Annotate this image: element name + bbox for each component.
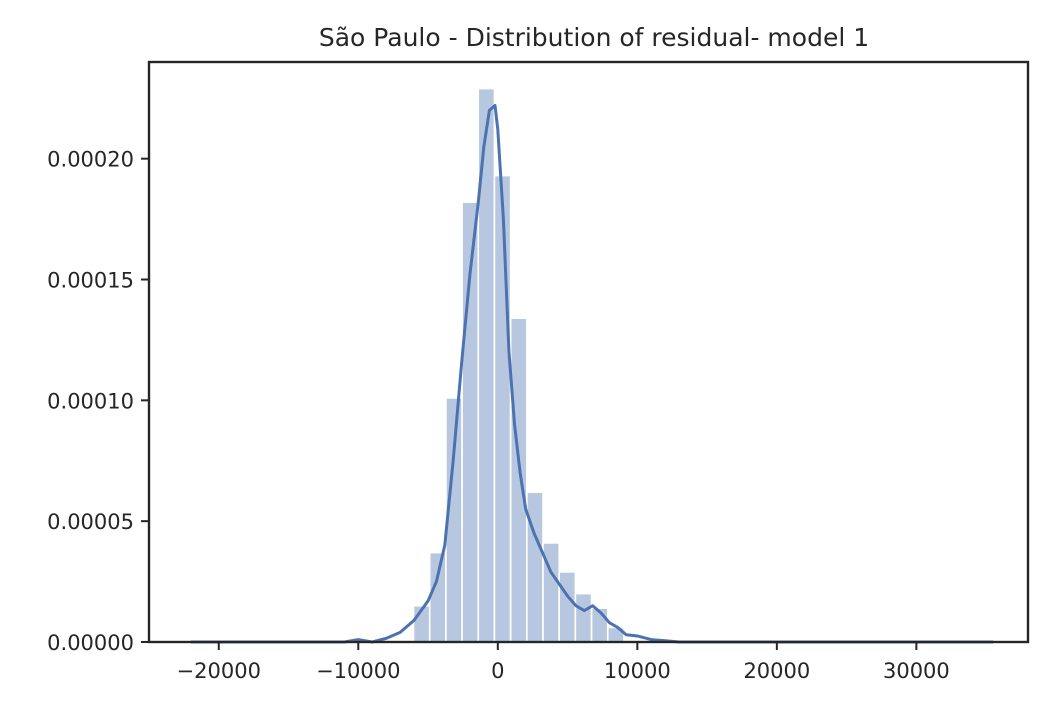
- x-tick-label: 10000: [604, 659, 671, 683]
- x-tick-label: −20000: [177, 659, 261, 683]
- chart-title: São Paulo - Distribution of residual- mo…: [319, 23, 869, 52]
- y-tick-label: 0.00000: [47, 631, 134, 655]
- x-tick-label: 20000: [743, 659, 810, 683]
- y-tick-label: 0.00020: [47, 148, 134, 172]
- axes-frame: [147, 60, 1030, 644]
- histogram-bar-5: [493, 174, 512, 643]
- histogram-bar-1: [428, 551, 447, 643]
- kde-curve: [190, 104, 994, 644]
- histogram-bar-7: [526, 491, 544, 643]
- y-tick-label: 0.00005: [47, 510, 134, 534]
- x-tick-label: −10000: [316, 659, 400, 683]
- histogram-bar-9: [558, 571, 577, 643]
- y-axis-ticks: 0.00000 0.00005 0.00010 0.00015 0.00020: [47, 148, 149, 655]
- histogram-bar-10: [574, 592, 593, 643]
- y-tick-label: 0.00015: [47, 269, 134, 293]
- histogram-bars: [412, 87, 625, 643]
- y-tick-label: 0.00010: [47, 389, 134, 413]
- x-tick-label: 30000: [883, 659, 950, 683]
- histogram-bar-6: [509, 317, 528, 643]
- kde-layer: [190, 104, 994, 644]
- x-axis-ticks: −20000 −10000 0 10000 20000 30000: [177, 642, 950, 683]
- x-tick-label: 0: [491, 659, 504, 683]
